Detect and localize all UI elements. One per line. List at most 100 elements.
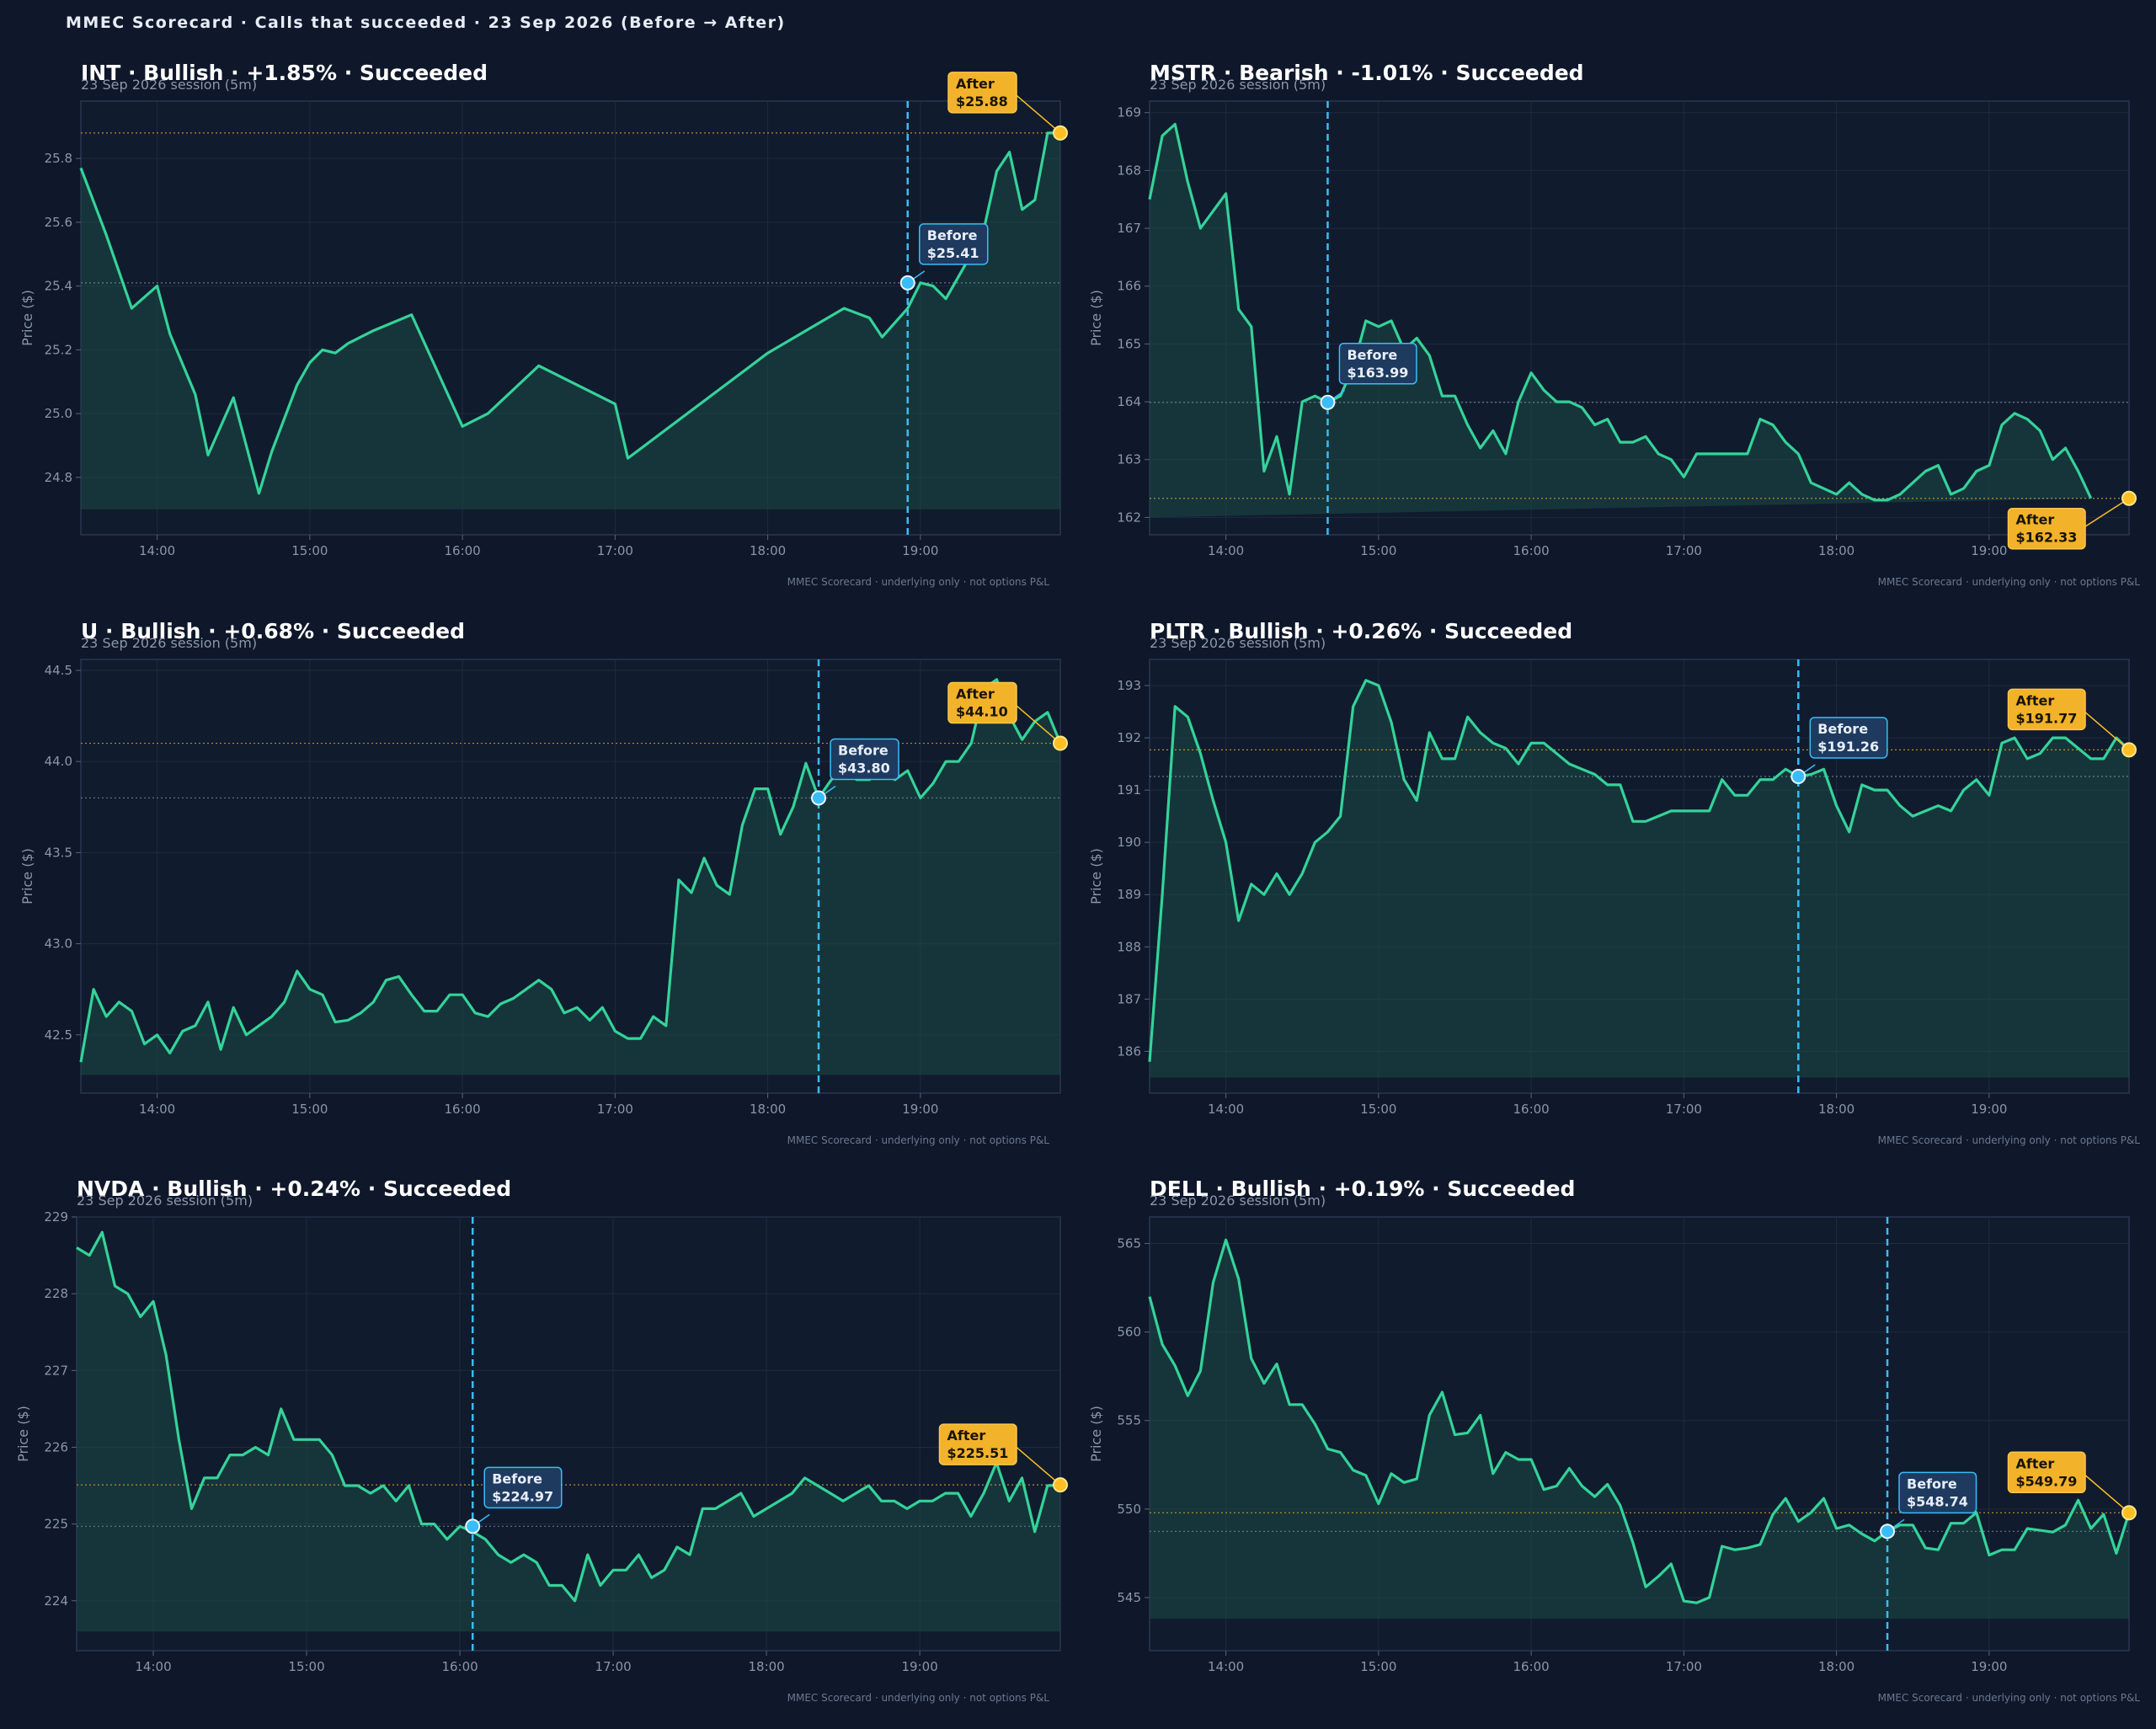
chart-subtitle: 23 Sep 2026 session (5m) — [1150, 635, 1326, 651]
chart-footnote: MMEC Scorecard · underlying only · not o… — [787, 576, 1049, 588]
after-point — [2121, 1505, 2137, 1521]
before-label-box — [483, 1466, 563, 1509]
before-label-box — [1898, 1471, 1977, 1514]
after-point — [2121, 742, 2137, 758]
y-tick-label: 186 — [1117, 1043, 1141, 1059]
y-tick-label: 545 — [1117, 1590, 1141, 1605]
after-label-value: $225.51 — [947, 1445, 1009, 1461]
y-tick-label: 187 — [1117, 991, 1141, 1006]
y-axis-label: Price ($) — [19, 848, 35, 905]
y-tick-label: 229 — [44, 1209, 68, 1225]
y-tick-label: 43.0 — [45, 937, 72, 952]
chart-title: INT · Bullish · +1.85% · Succeeded — [81, 61, 488, 85]
x-tick-label: 19:00 — [902, 543, 938, 558]
price-area-fill — [1150, 1240, 2129, 1620]
y-tick-label: 188 — [1117, 939, 1141, 954]
chart-title: U · Bullish · +0.68% · Succeeded — [81, 619, 466, 643]
x-tick-label: 16:00 — [1513, 543, 1549, 558]
price-area-fill — [1150, 680, 2129, 1078]
y-tick-label: 225 — [44, 1517, 68, 1532]
y-axis-label: Price ($) — [15, 1406, 31, 1462]
y-tick-label: 227 — [44, 1363, 68, 1378]
before-label-value: $548.74 — [1907, 1493, 1968, 1509]
y-tick-label: 550 — [1117, 1502, 1141, 1517]
before-point — [465, 1518, 481, 1534]
chart-subtitle: 23 Sep 2026 session (5m) — [81, 635, 258, 651]
price-area-fill — [77, 1232, 1060, 1632]
y-tick-label: 162 — [1117, 510, 1141, 525]
chart-title: MSTR · Bearish · -1.01% · Succeeded — [1150, 61, 1584, 85]
x-tick-label: 16:00 — [441, 1659, 478, 1674]
y-tick-label: 565 — [1117, 1236, 1141, 1251]
before-point — [899, 275, 915, 291]
chart-footnote: MMEC Scorecard · underlying only · not o… — [1877, 1692, 2140, 1704]
before-label-box — [919, 223, 989, 265]
before-label-title: Before — [927, 227, 978, 243]
x-tick-label: 16:00 — [1513, 1102, 1549, 1117]
chart-panel-u: U · Bullish · +0.68% · Succeeded 23 Sep … — [0, 605, 1068, 1161]
x-tick-label: 16:00 — [444, 1102, 480, 1117]
chart-title: PLTR · Bullish · +0.26% · Succeeded — [1150, 619, 1573, 643]
x-tick-label: 18:00 — [1818, 1102, 1854, 1117]
x-tick-label: 14:00 — [1208, 1102, 1244, 1117]
price-line — [1148, 679, 2131, 1062]
y-tick-label: 24.8 — [45, 470, 72, 485]
after-label-box — [938, 1423, 1017, 1465]
price-line — [1148, 1238, 2131, 1604]
y-axis-label: Price ($) — [1088, 1406, 1104, 1462]
chart-subtitle: 23 Sep 2026 session (5m) — [81, 77, 258, 93]
after-label-value: $549.79 — [2016, 1473, 2078, 1489]
y-tick-label: 25.4 — [45, 279, 72, 294]
before-label-box — [1809, 717, 1888, 759]
before-label-box — [1338, 343, 1417, 385]
chart-title: DELL · Bullish · +0.19% · Succeeded — [1150, 1177, 1576, 1201]
x-tick-label: 18:00 — [750, 1102, 786, 1117]
x-tick-label: 16:00 — [444, 543, 480, 558]
line-chart: 42.5 43.0 43.5 44.0 44.5 14:00 15:00 16:00 17:00… — [19, 659, 1068, 1117]
y-tick-label: 193 — [1117, 678, 1141, 693]
chart-footnote: MMEC Scorecard · underlying only · not o… — [787, 1134, 1049, 1146]
before-point — [1790, 768, 1806, 784]
page-title: MMEC Scorecard · Calls that succeeded · … — [66, 13, 786, 32]
before-label-value: $163.99 — [1347, 365, 1408, 381]
y-tick-label: 42.5 — [45, 1027, 72, 1043]
y-tick-label: 228 — [44, 1286, 68, 1301]
price-line — [76, 1230, 1061, 1603]
after-point — [1053, 1477, 1068, 1493]
y-tick-label: 25.6 — [45, 215, 72, 230]
y-axis-label: Price ($) — [19, 290, 35, 346]
after-connector — [2081, 498, 2130, 530]
price-area-fill — [1150, 124, 2091, 518]
y-tick-label: 192 — [1117, 730, 1141, 745]
y-tick-label: 43.5 — [45, 845, 72, 860]
y-tick-label: 226 — [44, 1439, 68, 1454]
chart-subtitle: 23 Sep 2026 session (5m) — [1150, 1193, 1326, 1209]
chart-panel-mstr: MSTR · Bearish · -1.01% · Succeeded 23 S… — [1070, 46, 2140, 602]
y-tick-label: 165 — [1117, 336, 1141, 351]
x-tick-label: 18:00 — [750, 543, 786, 558]
after-label-value: $25.88 — [956, 93, 1008, 109]
chart-title: NVDA · Bullish · +0.24% · Succeeded — [77, 1177, 512, 1201]
before-label-title: Before — [1907, 1476, 1957, 1492]
before-label-title: Before — [1817, 721, 1868, 737]
y-tick-label: 560 — [1117, 1325, 1141, 1340]
y-axis-label: Price ($) — [1088, 848, 1104, 905]
line-chart: 24.8 25.0 25.2 25.4 25.6 25.8 14:00 15:00 16:00 1… — [19, 72, 1068, 558]
before-label-box — [830, 738, 899, 781]
after-label-box — [2007, 507, 2086, 550]
y-tick-label: 166 — [1117, 279, 1141, 294]
y-tick-label: 169 — [1117, 105, 1141, 120]
x-tick-label: 15:00 — [1360, 543, 1396, 558]
x-tick-label: 14:00 — [135, 1659, 171, 1674]
chart-footnote: MMEC Scorecard · underlying only · not o… — [1877, 576, 2140, 588]
x-tick-label: 19:00 — [1971, 1659, 2007, 1674]
y-tick-label: 25.0 — [45, 406, 72, 421]
y-tick-label: 44.0 — [45, 754, 72, 769]
x-tick-label: 17:00 — [1666, 543, 1702, 558]
x-tick-label: 14:00 — [139, 1102, 175, 1117]
chart-footnote: MMEC Scorecard · underlying only · not o… — [1877, 1134, 2140, 1146]
after-label-value: $191.77 — [2016, 710, 2078, 726]
x-tick-label: 18:00 — [748, 1659, 784, 1674]
after-connector — [2081, 708, 2130, 750]
line-chart: 224 225 226 227 228 229 14:00 15:00 16:00 17:00 18… — [15, 1209, 1068, 1674]
